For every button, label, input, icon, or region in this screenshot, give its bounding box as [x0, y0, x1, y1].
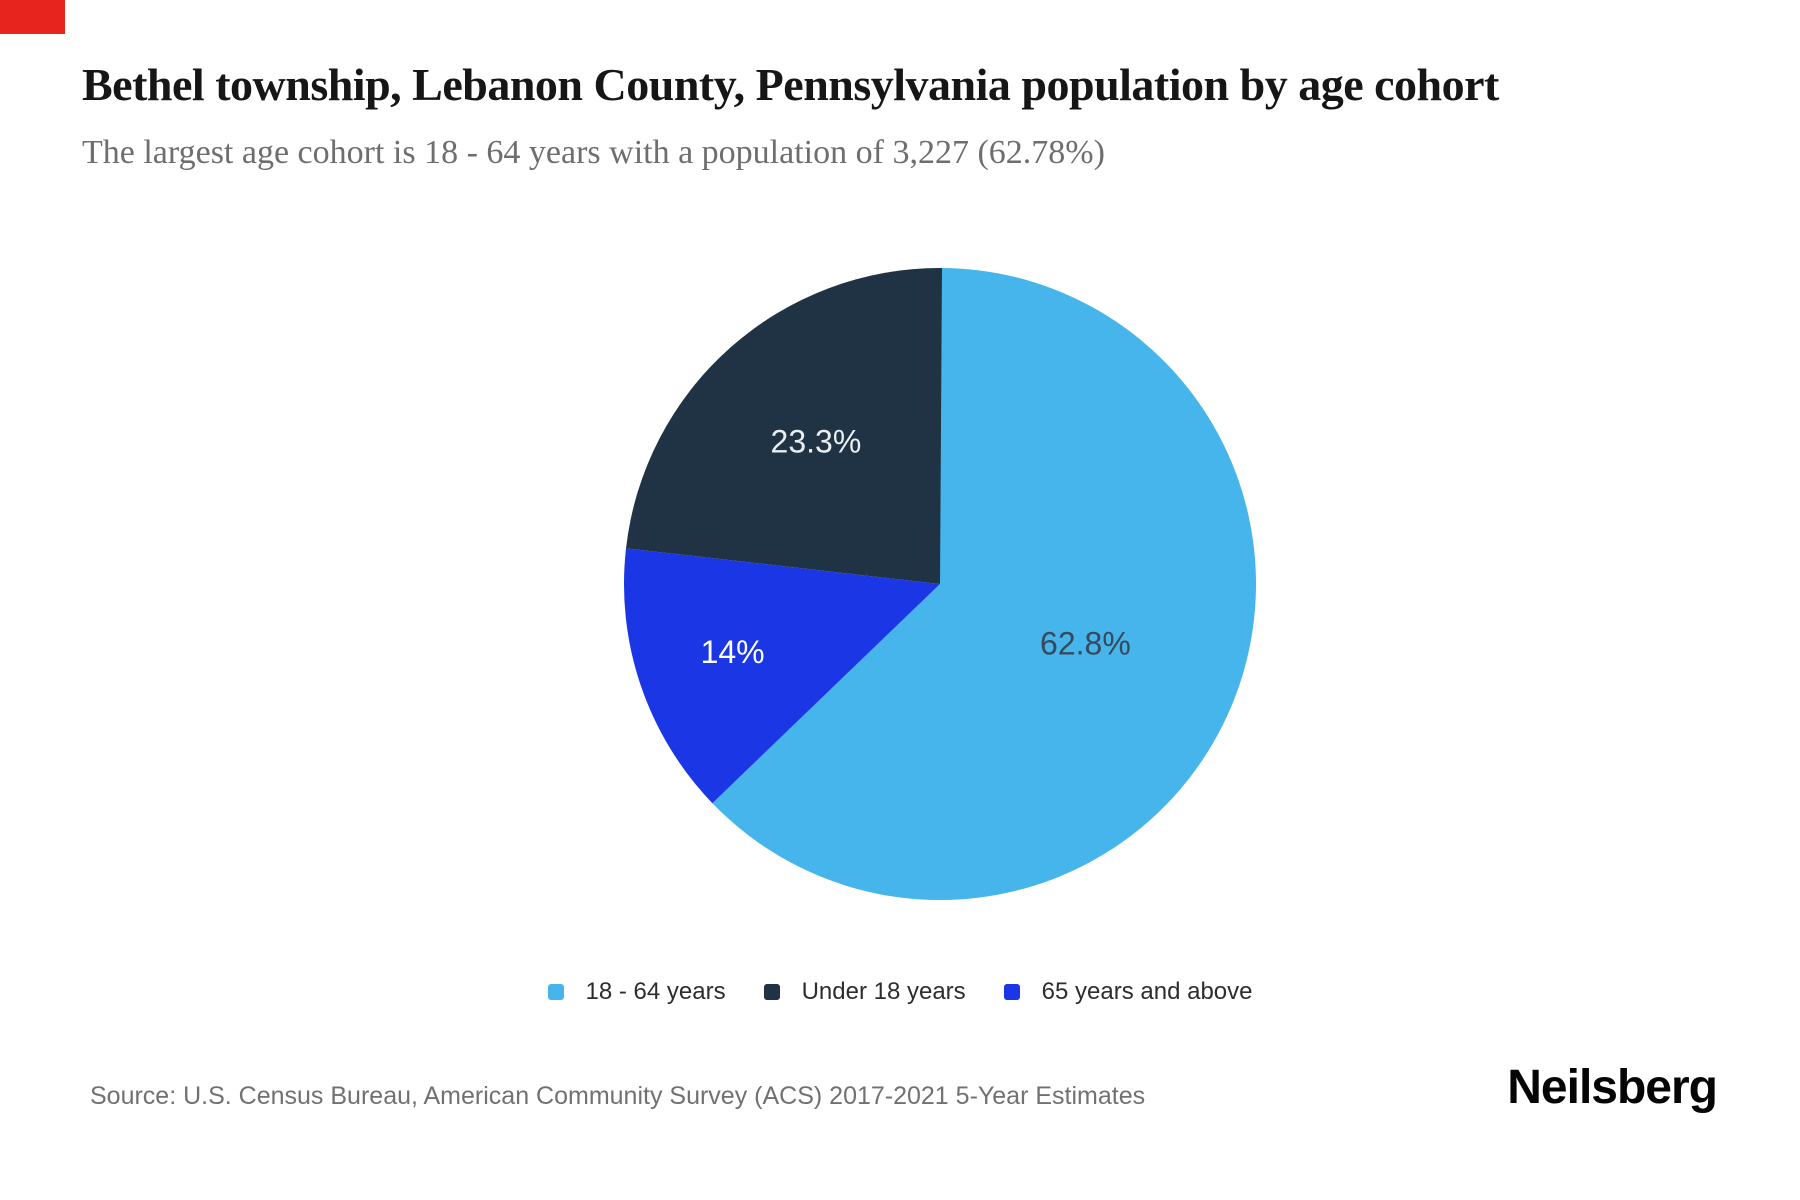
- legend-label: 18 - 64 years: [585, 978, 726, 1005]
- legend-item-under-18-years[interactable]: Under 18 years: [763, 978, 966, 1006]
- pie-percentage-label: 14%: [701, 634, 765, 670]
- legend: 18 - 64 years Under 18 years 65 years and …: [0, 978, 1800, 1006]
- legend-label: 65 years and above: [1041, 978, 1253, 1005]
- pie-slice-under-18-years[interactable]: [626, 268, 942, 584]
- source-note: Source: U.S. Census Bureau, American Com…: [90, 1082, 1146, 1110]
- legend-item-65-years-and-above[interactable]: 65 years and above: [1003, 978, 1253, 1006]
- legend-swatch-icon: [763, 984, 780, 1000]
- brand-logo[interactable]: Neilsberg: [1507, 1061, 1718, 1114]
- legend-swatch-icon: [1003, 984, 1020, 1000]
- legend-item-18-64-years[interactable]: 18 - 64 years: [547, 978, 726, 1006]
- pie-chart[interactable]: 62.8% 14% 23.3%: [590, 234, 1290, 934]
- legend-swatch-icon: [547, 984, 564, 1000]
- corner-red-marker: [0, 0, 65, 34]
- pie-percentage-label: 23.3%: [771, 424, 862, 460]
- pie-slice-18-64-years[interactable]: [712, 268, 1257, 900]
- pie-percentage-label: 62.8%: [1040, 625, 1131, 661]
- chart-title: Bethel township, Lebanon County, Pennsyl…: [82, 59, 1499, 110]
- pie-slice-65-years-and-above[interactable]: [624, 548, 940, 804]
- chart-subtitle: The largest age cohort is 18 - 64 years …: [82, 134, 1105, 171]
- legend-label: Under 18 years: [801, 978, 966, 1005]
